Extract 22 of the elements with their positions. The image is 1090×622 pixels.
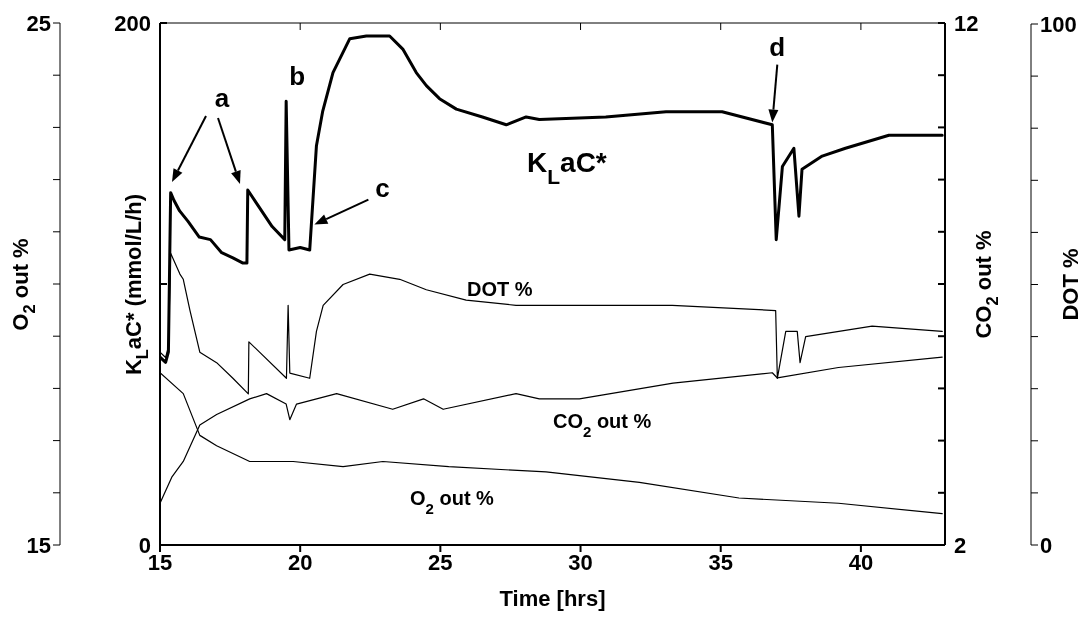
y-tick-label: 100 xyxy=(1040,11,1077,37)
series-label: O$_{2}$ out % xyxy=(410,487,495,517)
x-tick-label: 35 xyxy=(708,549,733,575)
series-label: K$_{L}$aC* xyxy=(527,147,607,188)
y3-tick-label: 25 xyxy=(26,10,51,36)
annotation: c xyxy=(375,172,390,203)
x-tick-label: 30 xyxy=(568,549,593,575)
series-label: DOT % xyxy=(467,278,533,300)
y-axis-title: DOT % xyxy=(1057,248,1083,321)
y-tick-label: 200 xyxy=(114,10,151,36)
annotation: b xyxy=(289,61,306,92)
series-label: CO$_{2}$ out % xyxy=(553,410,652,440)
y2-tick-label: 12 xyxy=(954,10,979,36)
x-tick-label: 40 xyxy=(848,549,874,575)
x-tick-label: 25 xyxy=(428,549,453,575)
y2-tick-label: 2 xyxy=(954,532,967,558)
x-axis-title: Time [hrs] xyxy=(499,586,606,611)
annotation: d xyxy=(769,31,786,62)
y3-tick-label: 15 xyxy=(26,532,51,558)
y-tick-label: 0 xyxy=(1040,532,1053,558)
x-tick-label: 20 xyxy=(287,549,313,575)
annotation: a xyxy=(214,82,230,113)
